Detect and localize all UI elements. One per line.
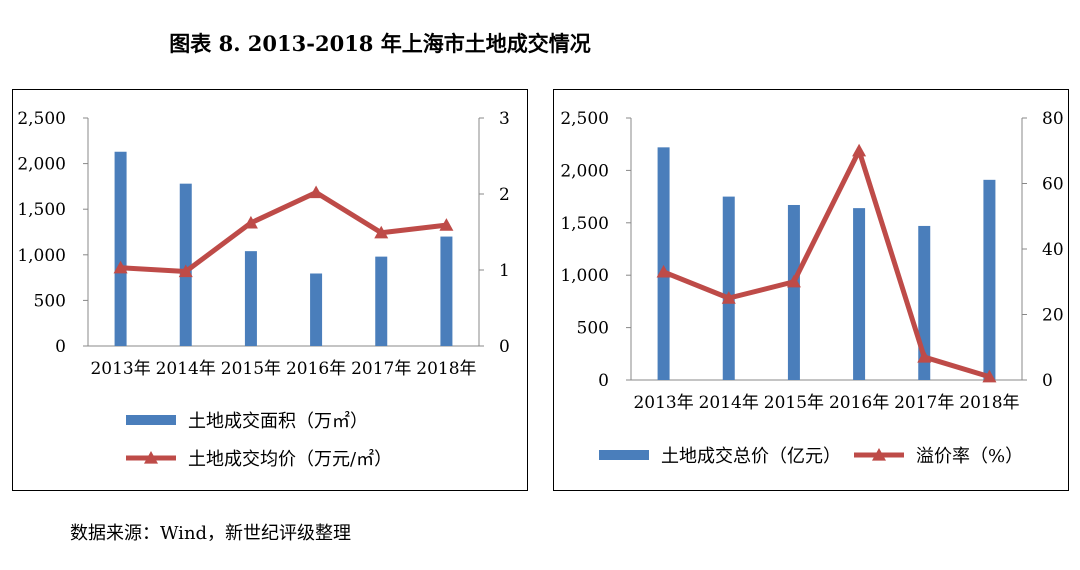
x-tick-label: 2014年 [156, 359, 216, 379]
y-left-tick-label: 1,500 [560, 214, 609, 234]
bar [244, 251, 257, 346]
bar [787, 204, 800, 380]
x-tick-label: 2018年 [416, 359, 476, 379]
bar [722, 196, 735, 380]
y-left-tick-label: 1,000 [17, 246, 66, 266]
line-point-marker [113, 260, 128, 274]
x-tick-label: 2016年 [829, 393, 889, 413]
x-tick-label: 2018年 [959, 393, 1019, 413]
y-right-tick-label: 2 [499, 185, 510, 205]
y-left-tick-label: 500 [34, 291, 66, 311]
line-point-marker [656, 264, 671, 278]
y-right-tick-label: 0 [499, 337, 510, 357]
line-point-marker [917, 350, 932, 363]
line-point-marker [852, 143, 867, 157]
x-tick-label: 2014年 [699, 393, 759, 413]
line-point-marker [374, 225, 389, 239]
x-tick-label: 2017年 [351, 359, 411, 379]
y-right-tick-label: 80 [1042, 109, 1064, 129]
series-line [120, 189, 447, 275]
line-point-marker [178, 264, 193, 278]
legend-bar-label: 土地成交面积（万㎡） [188, 410, 368, 432]
x-tick-label: 2017年 [894, 393, 954, 413]
legend-line-marker [872, 448, 886, 461]
legend-item-line: 土地成交均价（万元/㎡） [126, 448, 392, 470]
line-point-marker [982, 369, 997, 383]
chart-total-price-premium: 0 500 1,000 1,500 2,000 2,500 0 20 40 60 80 2013年 20… [560, 109, 1064, 467]
y-left-tick-label: 0 [598, 371, 609, 391]
line-point-marker [439, 218, 454, 231]
legend-bar-swatch [599, 450, 649, 460]
x-tick-label: 2015年 [221, 359, 281, 379]
bar [983, 179, 996, 380]
y-right-tick-label: 60 [1042, 175, 1064, 195]
legend-item-bar: 土地成交总价（亿元） [599, 446, 841, 467]
line-point-marker [721, 291, 736, 304]
legend-line-marker [144, 451, 158, 464]
bar [853, 208, 866, 380]
y-right-tick-label: 3 [499, 109, 510, 129]
legend-bar-swatch [126, 415, 176, 425]
legend-line-label: 土地成交均价（万元/㎡） [188, 448, 392, 470]
chart-panel-land-area-price: 0 500 1,000 1,500 2,000 2,500 0 1 2 3 2013年 2014年 20… [12, 89, 528, 491]
x-tick-label: 2013年 [90, 359, 150, 379]
bar [657, 147, 670, 380]
y-left-tick-label: 500 [577, 319, 609, 339]
y-left-tick-label: 2,000 [560, 161, 609, 181]
line-point-marker [786, 274, 801, 288]
bar [310, 273, 323, 346]
y-right-tick-label: 40 [1042, 240, 1064, 260]
legend-bar-label: 土地成交总价（亿元） [661, 446, 841, 467]
y-right-tick-label: 0 [1042, 371, 1053, 391]
legend-line-label: 溢价率（%） [916, 446, 1023, 467]
x-tick-label: 2016年 [286, 359, 346, 379]
y-left-tick-label: 2,500 [560, 109, 609, 129]
bar [114, 151, 127, 346]
y-right-tick-label: 1 [499, 261, 510, 281]
bar [440, 236, 453, 346]
y-left-tick-label: 1,500 [17, 200, 66, 220]
y-left-tick-label: 2,500 [17, 109, 66, 129]
y-left-tick-label: 0 [55, 337, 66, 357]
y-right-tick-label: 20 [1042, 306, 1064, 326]
bar [375, 256, 388, 346]
line-point-marker [309, 185, 324, 199]
chart-panel-total-price-premium: 0 500 1,000 1,500 2,000 2,500 0 20 40 60 80 2013年 20… [553, 89, 1069, 491]
legend-item-bar: 土地成交面积（万㎡） [126, 410, 368, 432]
source-note: 数据来源：Wind，新世纪评级整理 [70, 523, 352, 544]
figure-title: 图表 8. 2013-2018 年上海市土地成交情况 [169, 31, 591, 56]
line-point-marker [243, 215, 258, 229]
y-left-tick-label: 2,000 [17, 155, 66, 175]
legend-item-line: 溢价率（%） [854, 446, 1023, 467]
x-tick-label: 2013年 [633, 393, 693, 413]
x-tick-label: 2015年 [764, 393, 824, 413]
y-left-tick-label: 1,000 [560, 266, 609, 286]
series-line [662, 148, 991, 380]
